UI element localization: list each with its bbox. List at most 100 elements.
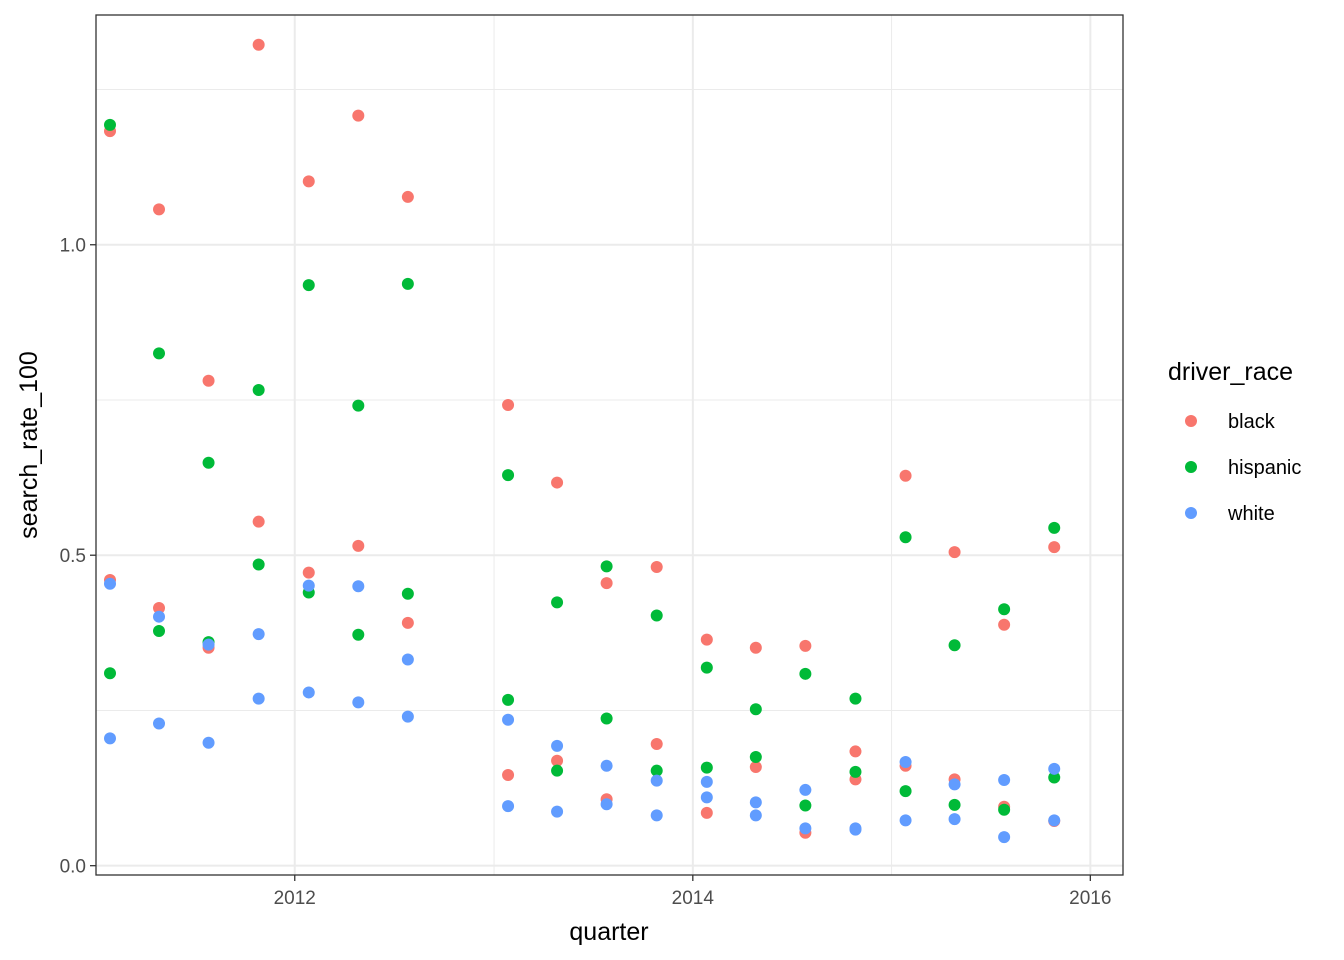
point-white (202, 736, 215, 749)
point-white (401, 710, 414, 723)
point-hispanic (998, 603, 1011, 616)
point-white (202, 638, 215, 651)
point-hispanic (401, 587, 414, 600)
point-white (104, 577, 116, 590)
point-hispanic (252, 558, 265, 571)
point-hispanic (551, 764, 564, 777)
point-hispanic (302, 279, 315, 292)
point-hispanic (799, 667, 812, 680)
point-black (551, 754, 564, 767)
point-black (948, 546, 961, 559)
point-black (600, 577, 613, 590)
point-hispanic (650, 609, 663, 622)
point-white (948, 778, 961, 791)
point-black (1048, 541, 1061, 554)
legend-label-black: black (1228, 411, 1276, 433)
y-tick-label: 0.0 (60, 857, 86, 878)
point-white (799, 822, 812, 835)
point-black (153, 601, 166, 614)
point-black (700, 806, 713, 819)
point-white (948, 813, 961, 826)
point-white (502, 713, 515, 726)
point-white (749, 796, 762, 809)
point-hispanic (202, 456, 215, 469)
y-axis: 0.0 0.5 1.0 (60, 236, 96, 878)
point-hispanic (104, 667, 116, 680)
point-hispanic (849, 692, 862, 705)
point-white (104, 732, 116, 745)
point-black (202, 374, 215, 387)
point-hispanic (749, 703, 762, 716)
point-hispanic (600, 712, 613, 725)
point-hispanic (502, 469, 515, 482)
legend-label-hispanic: hispanic (1228, 457, 1301, 479)
point-black (302, 175, 315, 188)
point-white (502, 800, 515, 813)
point-hispanic (899, 531, 912, 544)
point-hispanic (650, 764, 663, 777)
x-tick-label: 2016 (1069, 888, 1111, 909)
point-white (650, 809, 663, 822)
point-white (899, 814, 912, 827)
point-black (998, 618, 1011, 631)
point-hispanic (352, 399, 365, 412)
point-black (502, 769, 515, 782)
point-black (749, 641, 762, 654)
point-hispanic (104, 118, 116, 131)
point-black (899, 469, 912, 482)
point-hispanic (899, 785, 912, 798)
point-black (551, 476, 564, 489)
point-white (600, 798, 613, 811)
point-hispanic (401, 277, 414, 290)
plot-panel-border (95, 14, 1124, 876)
point-white (551, 739, 564, 752)
point-black (153, 203, 166, 216)
point-white (352, 580, 365, 593)
plot-panel-background (96, 15, 1123, 875)
point-hispanic (700, 661, 713, 674)
data-points (104, 38, 1061, 844)
point-hispanic (153, 624, 166, 637)
point-white (600, 759, 613, 772)
point-white (352, 696, 365, 709)
point-hispanic (1048, 771, 1061, 784)
point-white (1048, 814, 1061, 827)
point-hispanic (749, 751, 762, 764)
point-white (998, 773, 1011, 786)
point-white (302, 686, 315, 699)
point-white (153, 717, 166, 730)
point-black (401, 190, 414, 203)
point-black (252, 38, 265, 51)
point-white (899, 755, 912, 768)
point-hispanic (799, 799, 812, 812)
point-black (502, 398, 515, 411)
y-tick-label: 1.0 (60, 236, 86, 257)
point-white (153, 610, 166, 623)
point-hispanic (948, 639, 961, 652)
point-white (252, 692, 265, 705)
point-white (650, 774, 663, 787)
point-white (401, 653, 414, 666)
point-black (700, 633, 713, 646)
point-hispanic (700, 761, 713, 774)
point-hispanic (551, 596, 564, 609)
point-hispanic (998, 803, 1011, 816)
point-black (799, 639, 812, 652)
point-white (1048, 762, 1061, 775)
point-hispanic (252, 384, 265, 397)
legend-key-white (1185, 507, 1197, 519)
point-white (700, 775, 713, 788)
point-black (401, 616, 414, 629)
point-hispanic (948, 798, 961, 811)
point-white (749, 809, 762, 822)
point-hispanic (352, 628, 365, 641)
x-axis-title: quarter (569, 918, 648, 946)
legend: driver_race black hispanic white (1168, 358, 1301, 525)
point-hispanic (1048, 521, 1061, 534)
point-black (650, 561, 663, 574)
point-black (352, 109, 365, 122)
point-black (252, 515, 265, 528)
point-black (650, 737, 663, 750)
legend-label-white: white (1227, 503, 1275, 525)
point-black (302, 566, 315, 579)
